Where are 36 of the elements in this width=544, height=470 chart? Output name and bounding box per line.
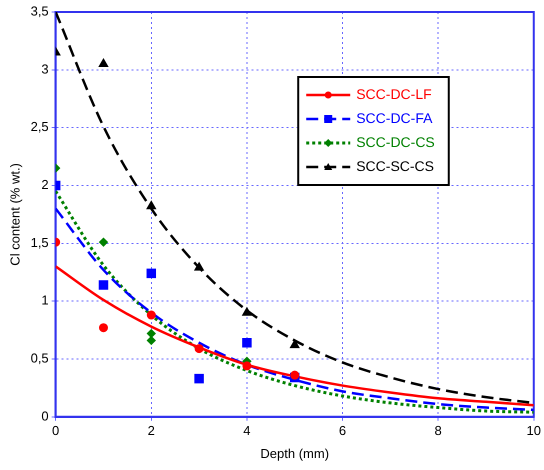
point [242, 338, 252, 348]
point [98, 280, 108, 290]
point [194, 262, 204, 271]
point [242, 307, 252, 316]
legend-label: SCC-SC-CS [356, 158, 434, 174]
y-tick-label: 2 [41, 177, 49, 192]
y-tick-label: 3 [41, 61, 49, 76]
y-tick-label: 1 [41, 292, 49, 308]
point [242, 361, 252, 370]
point [146, 200, 156, 210]
y-tick-label: 0 [41, 408, 49, 424]
line-series [56, 265, 534, 406]
point [98, 238, 108, 247]
point [290, 370, 300, 380]
x-tick-label: 10 [526, 423, 542, 438]
point [98, 323, 108, 332]
legend-label: SCC-DC-CS [356, 134, 435, 150]
y-axis-title: Cl content (% wt.) [7, 163, 22, 266]
y-tick-label: 3,5 [30, 4, 49, 19]
point [146, 310, 156, 320]
x-tick-label: 8 [434, 423, 442, 438]
x-tick-label: 2 [148, 423, 155, 438]
x-tick-label: 0 [52, 423, 60, 438]
point [194, 374, 204, 384]
legend-label: SCC-DC-FA [356, 110, 434, 126]
legend-label: SCC-DC-LF [356, 86, 432, 102]
point [98, 58, 108, 68]
y-tick-label: 0,5 [30, 350, 49, 366]
y-tick-label: 2,5 [30, 119, 49, 134]
point [290, 340, 300, 348]
point [146, 268, 156, 278]
x-axis-title: Depth (mm) [260, 446, 330, 461]
y-tick-label: 1,5 [30, 234, 49, 250]
x-tick-label: 4 [243, 423, 251, 438]
x-tick-label: 6 [338, 423, 346, 438]
point [194, 344, 204, 354]
